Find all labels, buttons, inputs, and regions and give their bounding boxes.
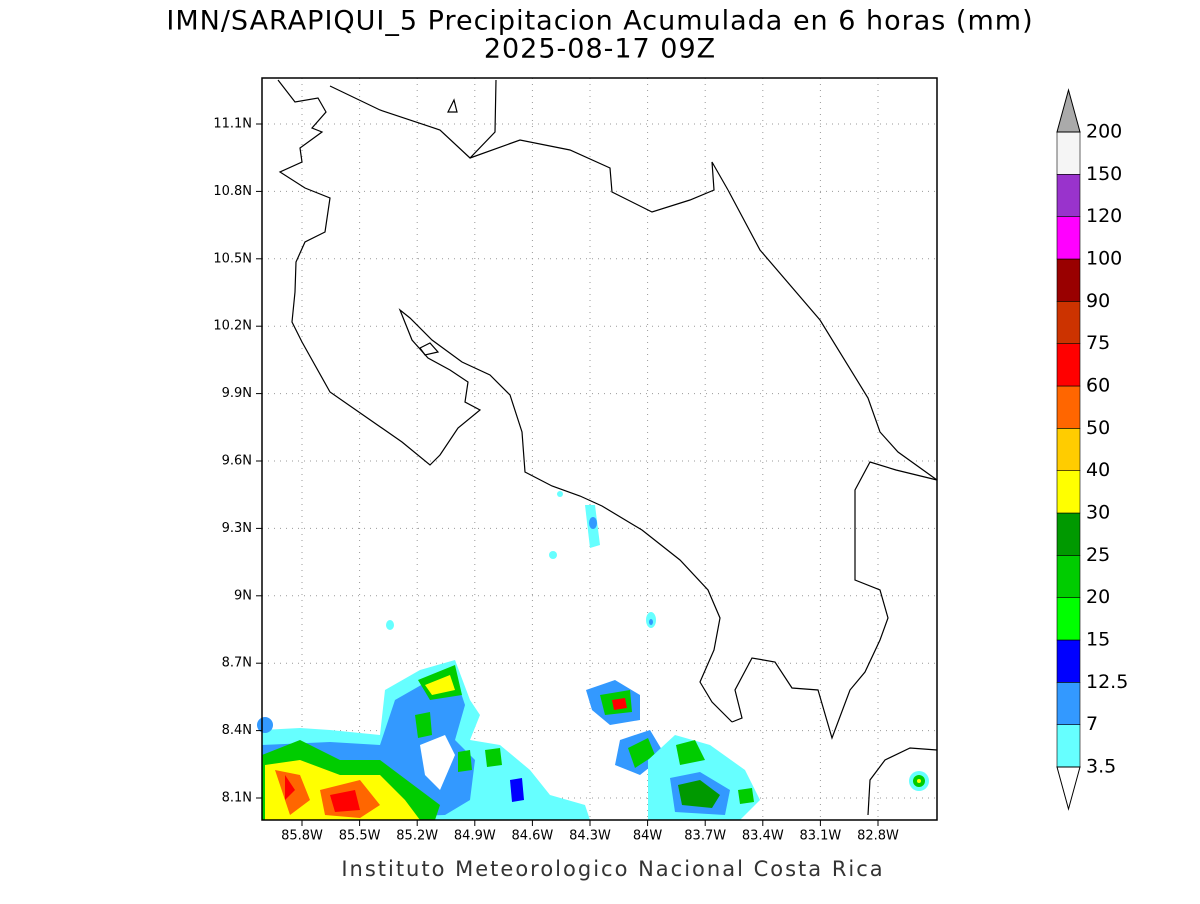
lat-tick-label: 8.1N (222, 791, 252, 806)
lon-tick-label: 83.4W (742, 829, 784, 844)
colorbar-box (1056, 216, 1081, 260)
axis-ticks: 11.1N 10.8N 10.5N 10.2N 9.9N 9.6N 9.3N 9N 8.7N 8.… (213, 117, 899, 844)
lat-tick-label: 8.7N (222, 656, 252, 671)
lon-tick-label: 83.1W (799, 829, 841, 844)
colorbar-label: 15 (1086, 629, 1110, 651)
lon-tick-label: 85.2W (396, 829, 438, 844)
colorbar-box (1056, 597, 1081, 641)
colorbar-box (1056, 470, 1081, 514)
lon-tick-label: 84.3W (569, 829, 611, 844)
colorbar-box (1056, 428, 1081, 471)
lon-tick-label: 84.9W (454, 829, 496, 844)
lat-tick-label: 11.1N (213, 117, 252, 132)
colorbar-label: 3.5 (1086, 756, 1116, 778)
colorbar-label: 20 (1086, 586, 1110, 608)
lon-tick-label: 83.7W (684, 829, 726, 844)
lon-tick-label: 84W (633, 829, 663, 844)
lat-tick-label: 10.8N (213, 184, 252, 199)
colorbar-label: 150 (1086, 163, 1122, 185)
colorbar-box (1056, 343, 1081, 387)
footer: Instituto Meteorologico Nacional Costa R… (341, 857, 884, 881)
lon-tick-label: 84.6W (511, 829, 553, 844)
plot-frame (261, 77, 938, 821)
colorbar-box (1056, 301, 1081, 344)
lat-tick-label: 10.2N (213, 319, 252, 334)
colorbar-label: 12.5 (1086, 671, 1128, 693)
lon-tick-label: 82.8W (857, 829, 899, 844)
lon-tick-label: 85.5W (339, 829, 381, 844)
colorbar-box (1056, 512, 1081, 556)
colorbar-label: 120 (1086, 205, 1122, 227)
precipitation-field (257, 491, 929, 820)
colorbar-label: 200 (1086, 121, 1122, 143)
colorbar-box (1056, 385, 1081, 429)
colorbar-label: 7 (1086, 713, 1098, 735)
lat-tick-label: 9.6N (222, 454, 252, 469)
colorbar-box (1056, 555, 1081, 598)
lat-tick-label: 9N (234, 588, 252, 603)
colorbar-box (1056, 639, 1081, 683)
lat-tick-label: 9.9N (222, 386, 252, 401)
colorbar-box (1056, 724, 1081, 768)
lat-tick-label: 8.4N (222, 723, 252, 738)
colorbar-label: 25 (1086, 544, 1110, 566)
colorbar-label: 100 (1086, 248, 1122, 270)
colorbar-upper-triangle (1056, 88, 1081, 133)
colorbar-label: 50 (1086, 417, 1110, 439)
colorbar-label: 40 (1086, 459, 1110, 481)
subtitle: 2025-08-17 09Z (484, 34, 716, 65)
coastline (277, 79, 938, 816)
colorbar-label: 60 (1086, 375, 1110, 397)
colorbar-label: 30 (1086, 502, 1110, 524)
colorbar: 3.5 7 12.5 15 20 25 30 40 50 60 75 90 100 120 150 200 (1056, 88, 1128, 811)
lat-tick-label: 9.3N (222, 521, 252, 536)
colorbar-label: 75 (1086, 332, 1110, 354)
colorbar-box (1056, 682, 1081, 725)
colorbar-label: 90 (1086, 290, 1110, 312)
colorbar-box (1056, 131, 1081, 175)
lon-tick-label: 85.8W (281, 829, 323, 844)
colorbar-lower-triangle (1056, 766, 1081, 811)
lat-tick-label: 10.5N (213, 251, 252, 266)
colorbar-box (1056, 258, 1081, 302)
colorbar-box (1056, 174, 1081, 217)
title: IMN/SARAPIQUI_5 Precipitacion Acumulada … (166, 6, 1033, 37)
